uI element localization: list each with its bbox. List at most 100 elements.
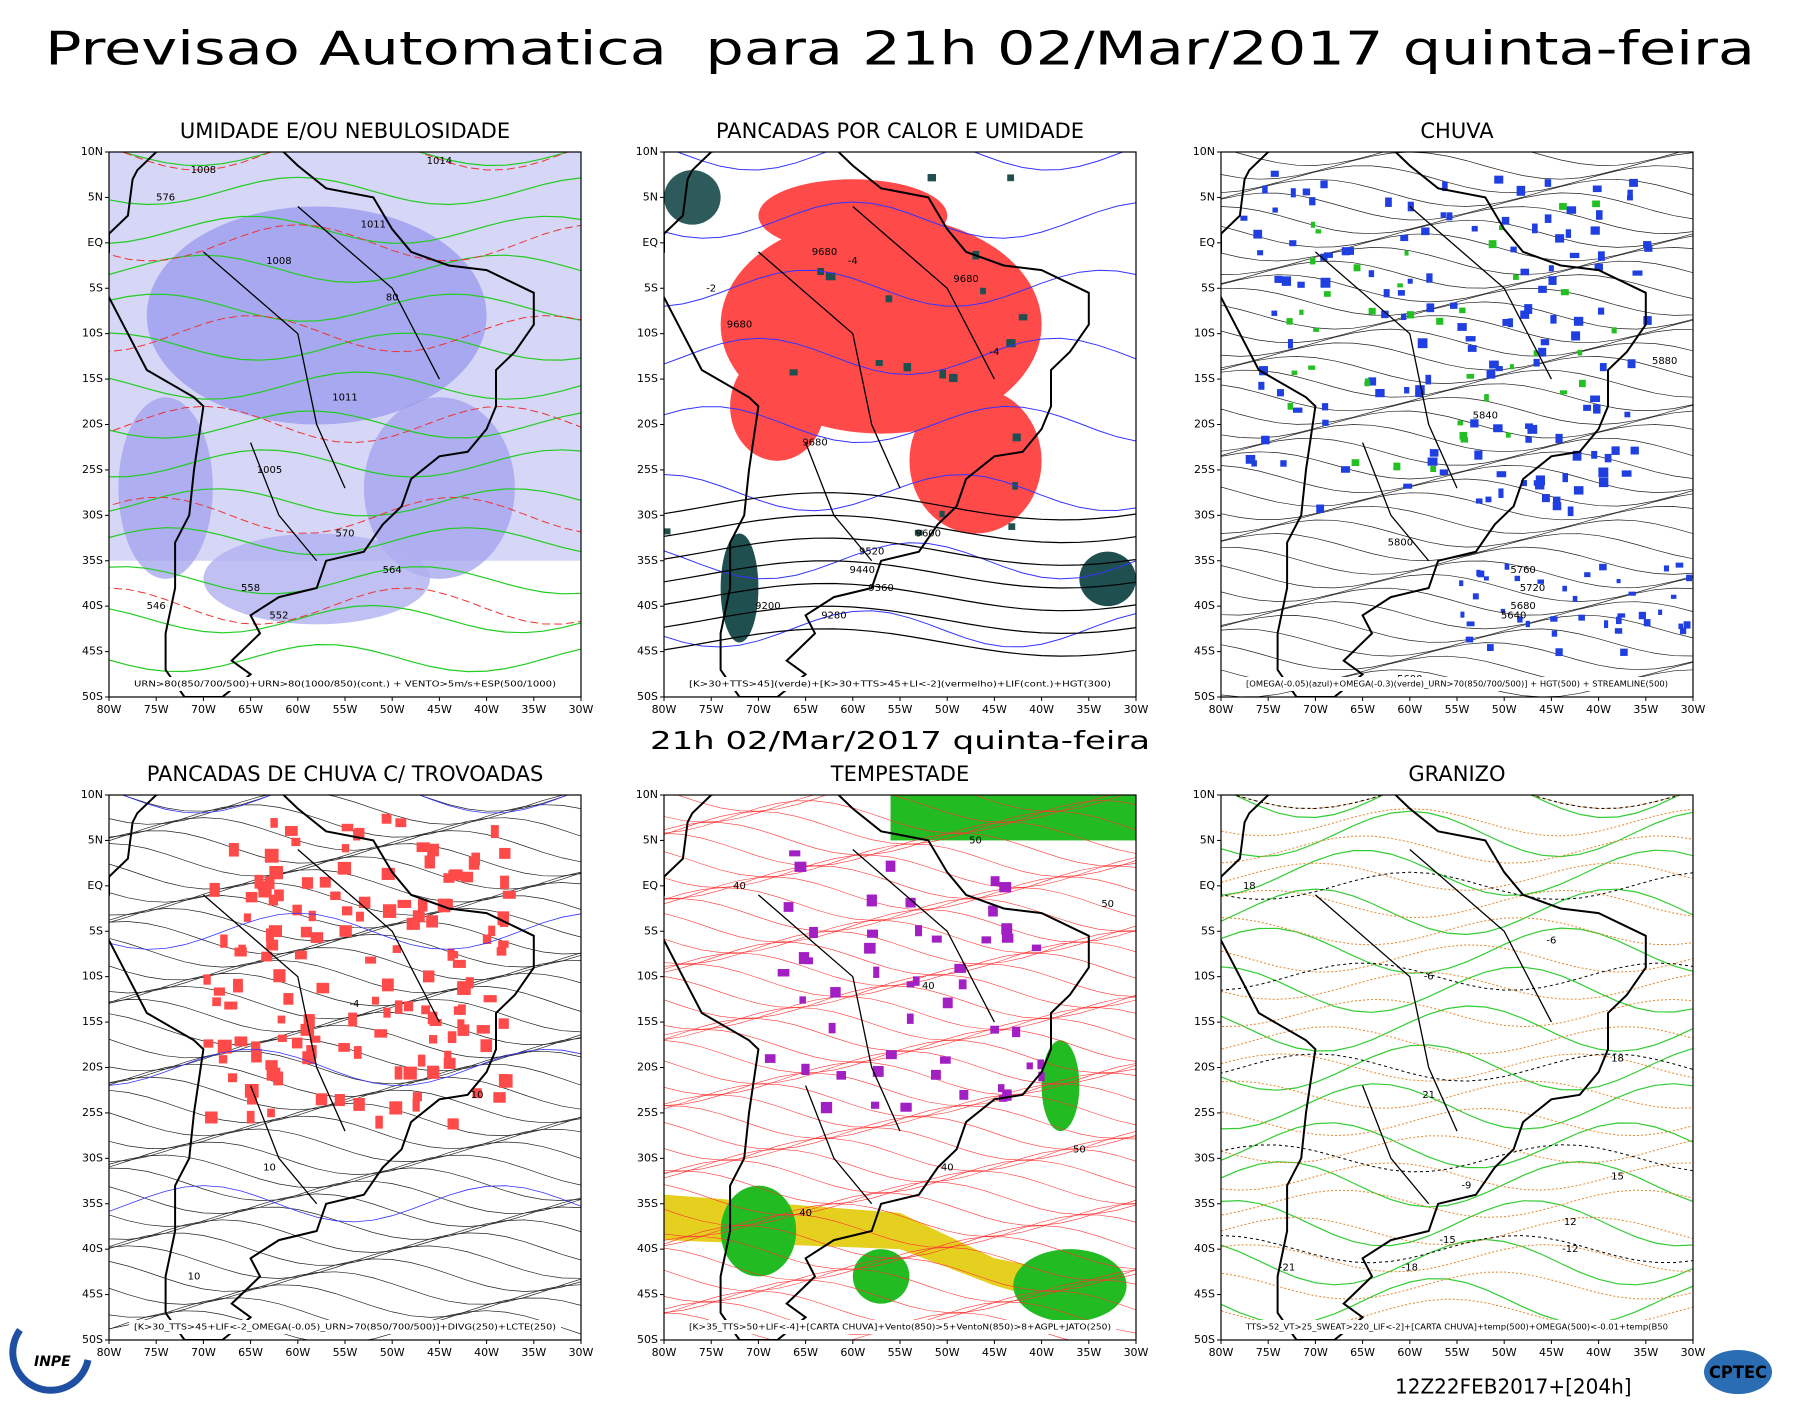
y-tick-label: 45S [1194,645,1215,658]
field-cell [783,902,794,912]
field-cell [1430,465,1437,473]
field-cell [341,906,353,916]
field-cell [337,861,352,875]
field-cell [1026,1062,1033,1070]
field-cell [1525,423,1534,429]
contour-line [664,1050,1136,1085]
field-cell [1550,616,1558,622]
field-cell [269,865,284,880]
contour-line [664,1247,1136,1281]
field-cell [301,877,314,889]
contour-line [109,176,581,206]
x-tick-label: 45W [982,1346,1007,1359]
border [1314,849,1552,1205]
contour-line [664,1029,1136,1063]
contour-label: -6 [1546,935,1556,946]
field-cell [426,915,439,928]
map-content: 18 18 -6 -6 15 12 -12 -15 -18 -21 21 -9 TTS>52_VT>25… [1221,795,1693,1340]
contour-line [1221,1080,1693,1109]
field-cell [1368,270,1375,278]
y-tick-label: 10N [1193,145,1215,158]
field-cell [1552,502,1562,511]
field-cell [1496,471,1507,478]
field-cell [1270,170,1279,177]
field-cell [291,837,301,847]
field-cell [1590,395,1601,403]
field-cell [447,1031,457,1044]
contour-label: 40 [799,1208,812,1219]
contour-label: -18 [1402,1262,1418,1273]
field-cell [412,910,425,923]
border [202,206,440,562]
contour-label: 9280 [821,610,846,621]
y-tick-label: 10S [82,970,103,983]
contour-line [1221,1216,1693,1246]
x-tick-label: 30W [1681,1346,1706,1359]
field-cell [429,1019,442,1027]
y-tick-label: EQ [642,879,658,892]
field-cell [334,1094,345,1107]
contour-line [664,887,1136,921]
field-cell [1615,616,1622,625]
contour-line [664,811,1136,845]
field-cell [1018,314,1028,321]
x-tick-label: 65W [793,703,818,716]
y-tick-label: 45S [637,1288,658,1301]
contour-label: 1005 [257,465,282,476]
field-cell [339,925,352,937]
y-tick-label: 20S [82,1061,103,1074]
field-area [720,1185,797,1277]
field-cell [1240,215,1248,221]
x-tick-label: 30W [1124,1346,1149,1359]
field-cell [1535,483,1545,490]
field-cell [1286,318,1293,325]
contour-line [121,152,570,171]
x-tick-label: 60W [840,1346,865,1359]
field-cell [1474,450,1483,460]
field-cell [310,932,324,943]
field-cell [1566,206,1577,214]
field-cell [382,904,397,918]
field-cell [476,1025,490,1034]
y-tick-label: 35S [82,1197,103,1210]
contour-line [109,224,581,262]
field-cell [1499,225,1504,230]
x-tick-label: 75W [1256,1346,1281,1359]
field-cell [1483,576,1489,581]
field-cell [1253,229,1263,239]
field-cell [212,997,221,1007]
contour-line [664,843,1136,878]
y-tick-label: 25S [1194,463,1215,476]
field-cell [457,1019,465,1028]
field-cell [353,830,361,841]
contour-line [109,315,581,353]
field-cell [1569,252,1580,259]
inpe-logo: INPE [9,1327,92,1394]
field-area [146,206,487,425]
contour-line [109,527,581,556]
field-cell [1467,345,1477,352]
field-cell [1385,197,1392,207]
field-cell [1590,226,1600,235]
field-area [1079,551,1136,607]
x-tick-label: 80W [1209,1346,1234,1359]
x-tick-label: 60W [1397,703,1422,716]
contour-label: 18 [1243,881,1256,892]
field-cell [383,1007,391,1018]
field-cell [1291,370,1298,376]
field-cell [1459,307,1466,314]
contour-line [664,898,1136,932]
field-cell [1465,636,1474,643]
field-cell [939,510,945,518]
field-cell [266,1067,281,1081]
contour-line [109,332,581,361]
field-cell [427,843,439,857]
field-cell [1544,214,1552,223]
contour-label: 9360 [868,583,893,594]
panel-title: PANCADAS DE CHUVA C/ TROVOADAS [147,762,544,786]
field-cell [1524,304,1533,314]
field-cell [228,842,239,857]
contour-line [664,821,1136,856]
field-cell [1449,302,1458,309]
y-tick-label: 25S [1194,1106,1215,1119]
